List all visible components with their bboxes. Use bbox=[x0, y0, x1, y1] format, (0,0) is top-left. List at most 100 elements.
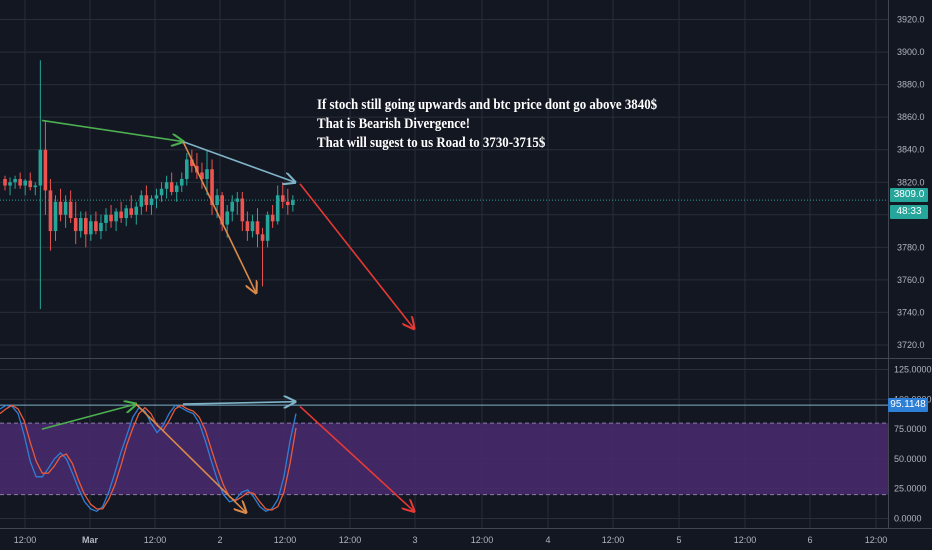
time-tick-label: 12:00 bbox=[14, 535, 37, 545]
trend-arrow bbox=[299, 183, 414, 329]
candle-body bbox=[215, 195, 219, 206]
candle-body bbox=[245, 221, 250, 232]
candle-body bbox=[265, 214, 270, 241]
candle-body bbox=[28, 180, 33, 188]
candle-body bbox=[225, 211, 229, 225]
time-tick-label: 12:00 bbox=[471, 535, 494, 545]
stoch-band bbox=[0, 423, 888, 495]
candle-body bbox=[286, 201, 290, 206]
candle-body bbox=[84, 218, 88, 235]
candle-body bbox=[210, 169, 214, 206]
stoch-tick-label: 50.0000 bbox=[894, 454, 927, 464]
candle-body bbox=[240, 198, 245, 222]
candle-body bbox=[38, 149, 43, 186]
time-tick-label: 12:00 bbox=[734, 535, 757, 545]
trend-arrow bbox=[182, 140, 295, 183]
candle-body bbox=[124, 208, 128, 219]
stoch-tick-label: 0.0000 bbox=[894, 513, 922, 523]
trend-arrow bbox=[182, 141, 256, 293]
candle-body bbox=[185, 159, 189, 179]
countdown-badge: 48:33 bbox=[890, 205, 928, 219]
candle-body bbox=[129, 208, 134, 215]
candle-body bbox=[53, 201, 58, 232]
candle-body bbox=[174, 185, 179, 193]
candle-body bbox=[43, 149, 48, 191]
stoch-series-line bbox=[0, 404, 297, 511]
time-tick-label: 12:00 bbox=[274, 535, 297, 545]
price-tick-label: 3820.0 bbox=[897, 177, 925, 187]
candle-body bbox=[33, 185, 38, 188]
candle-body bbox=[58, 201, 63, 215]
candle-body bbox=[260, 234, 265, 241]
candle-body bbox=[205, 169, 209, 179]
annotation-line-2: That is Bearish Divergence! bbox=[317, 116, 470, 132]
candle-body bbox=[99, 222, 103, 232]
time-tick-label: 4 bbox=[545, 535, 550, 545]
stoch-value-badge: 95.1148 bbox=[888, 398, 928, 412]
time-tick-label: 5 bbox=[676, 535, 681, 545]
candle-body bbox=[250, 221, 255, 232]
candle-body bbox=[149, 198, 154, 206]
candle-body bbox=[73, 218, 78, 232]
time-tick-label: 12:00 bbox=[865, 535, 888, 545]
candle-body bbox=[78, 218, 83, 232]
trend-arrow bbox=[41, 119, 183, 141]
candle-body bbox=[18, 179, 22, 186]
candle-body bbox=[8, 182, 12, 186]
time-tick-label: Mar bbox=[82, 535, 99, 545]
candle-body bbox=[230, 201, 235, 212]
price-tick-label: 3880.0 bbox=[897, 80, 925, 90]
candle-body bbox=[119, 211, 123, 219]
candle-body bbox=[104, 214, 108, 223]
candle-body bbox=[13, 179, 17, 183]
candle-body bbox=[114, 211, 118, 222]
candle-body bbox=[68, 201, 73, 219]
stoch-tick-label: 125.0000 bbox=[894, 365, 932, 375]
last-price-badge: 3809.0 bbox=[890, 188, 928, 202]
candle-body bbox=[23, 180, 27, 186]
price-tick-label: 3840.0 bbox=[897, 145, 925, 155]
candle-body bbox=[164, 182, 169, 189]
time-tick-label: 6 bbox=[807, 535, 812, 545]
candle-body bbox=[291, 200, 295, 206]
candle-body bbox=[154, 195, 159, 199]
trend-arrow bbox=[182, 402, 295, 404]
price-tick-label: 3740.0 bbox=[897, 307, 925, 317]
stoch-series-line bbox=[0, 404, 297, 513]
price-tick-label: 3760.0 bbox=[897, 275, 925, 285]
price-tick-label: 3900.0 bbox=[897, 47, 925, 57]
candle-body bbox=[255, 221, 260, 235]
candle-body bbox=[169, 182, 174, 193]
price-tick-label: 3720.0 bbox=[897, 340, 925, 350]
candle-body bbox=[159, 188, 164, 196]
candle-body bbox=[139, 195, 144, 207]
candle-body bbox=[190, 159, 194, 166]
price-tick-label: 3780.0 bbox=[897, 242, 925, 252]
price-tick-label: 3860.0 bbox=[897, 112, 925, 122]
time-tick-label: 3 bbox=[412, 535, 417, 545]
annotation-line-3: That will sugest to us Road to 3730-3715… bbox=[317, 135, 546, 151]
candle-body bbox=[200, 172, 204, 179]
candle-body bbox=[144, 195, 149, 206]
time-tick-label: 2 bbox=[217, 535, 222, 545]
trend-arrow bbox=[135, 403, 246, 512]
candle-body bbox=[179, 179, 184, 186]
annotation-line-1: If stoch still going upwards and btc pri… bbox=[317, 97, 658, 113]
candle-body bbox=[220, 195, 224, 225]
candle-body bbox=[134, 206, 139, 215]
candle-body bbox=[275, 195, 280, 222]
candle-body bbox=[63, 201, 68, 215]
price-tick-label: 3920.0 bbox=[897, 15, 925, 25]
candle-body bbox=[94, 221, 98, 232]
candle-body bbox=[235, 198, 240, 202]
trend-arrow bbox=[299, 405, 414, 511]
trend-arrow bbox=[41, 404, 136, 430]
time-tick-label: 12:00 bbox=[339, 535, 362, 545]
candle-body bbox=[89, 221, 93, 235]
candle-body bbox=[270, 214, 275, 222]
candle-body bbox=[3, 179, 7, 186]
candle-body bbox=[280, 195, 285, 202]
candle-body bbox=[48, 190, 53, 232]
